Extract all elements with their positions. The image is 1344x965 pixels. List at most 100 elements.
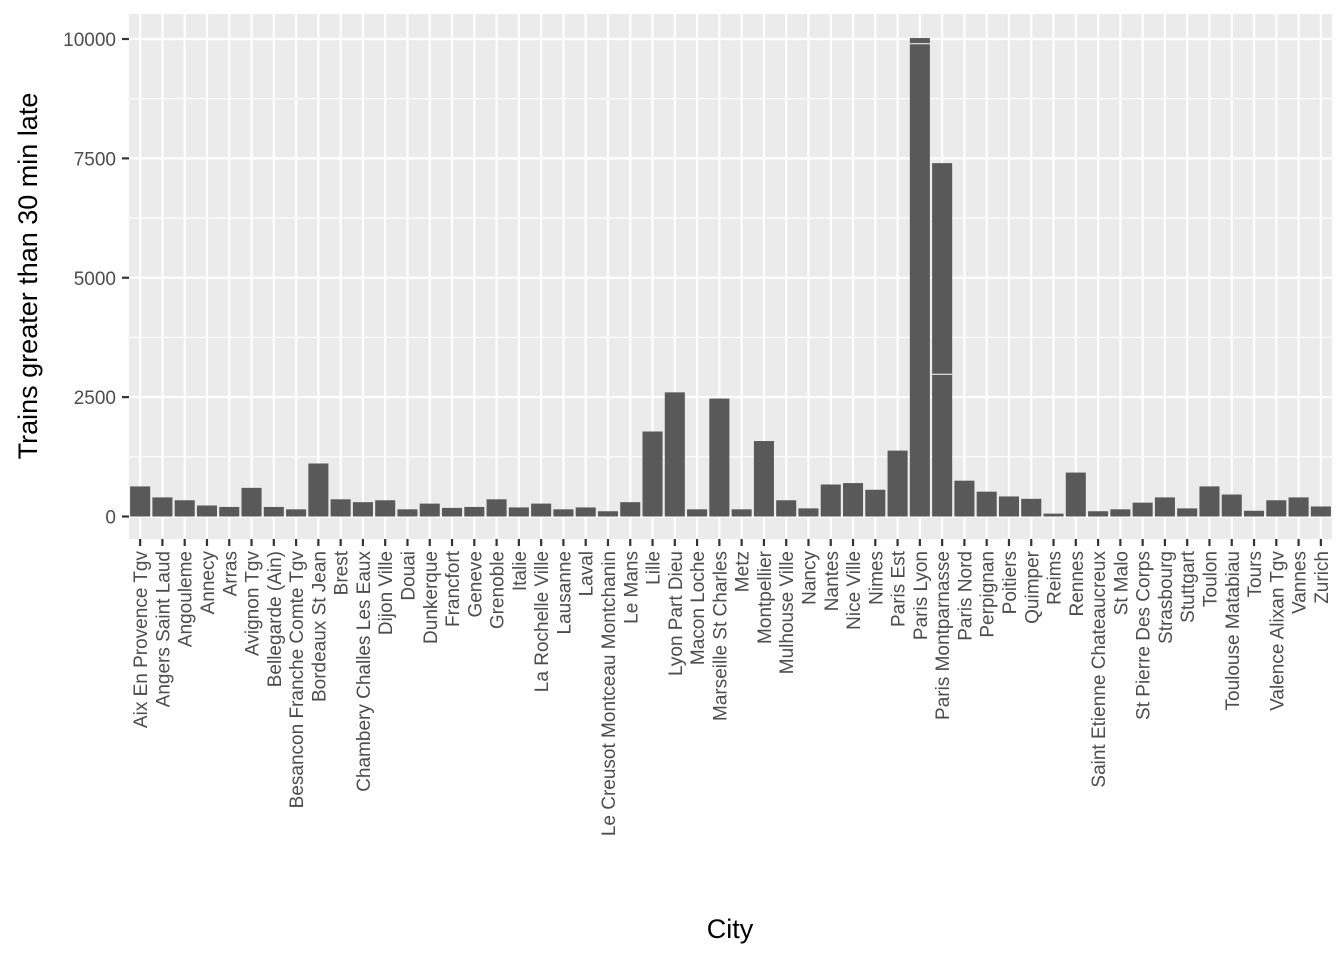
bar: [130, 486, 151, 517]
x-tick-label: Macon Loche: [688, 551, 709, 665]
bar: [308, 463, 329, 517]
bar: [152, 497, 173, 517]
y-tick-label: 5000: [74, 269, 116, 290]
bar: [1132, 502, 1153, 517]
x-tick-label: Annecy: [198, 551, 219, 615]
x-tick-label: Brest: [332, 550, 353, 595]
bar: [820, 484, 841, 517]
x-tick-label: Chambery Challes Les Eaux: [354, 551, 375, 792]
x-tick-label: Paris Montparnasse: [933, 551, 954, 720]
x-tick-label: Toulon: [1200, 551, 1221, 607]
x-tick-label: Dijon Ville: [376, 551, 397, 635]
x-tick-label: Montpellier: [755, 550, 776, 644]
bar: [1110, 509, 1131, 517]
bar: [196, 505, 217, 517]
bar: [397, 509, 418, 517]
bar: [620, 502, 641, 517]
bar: [219, 506, 240, 517]
bar: [1065, 472, 1086, 517]
x-tick-label: Saint Etienne Chateaucreux: [1089, 551, 1110, 788]
x-axis-title: City: [707, 914, 754, 944]
x-tick-label: Strasbourg: [1156, 551, 1177, 644]
y-axis-title: Trains greater than 30 min late: [13, 93, 43, 460]
x-tick-label: Valence Alixan Tgv: [1267, 551, 1288, 711]
bar: [352, 502, 373, 517]
bar: [865, 489, 886, 517]
x-tick-label: Nantes: [822, 551, 843, 611]
bars: [130, 38, 1331, 517]
y-axis: 0 2500 5000 7500 10000: [63, 30, 129, 529]
x-tick-label: Aix En Provence Tgv: [131, 551, 152, 729]
x-tick-label: Reims: [1045, 551, 1066, 605]
x-tick-label: Quimper: [1022, 550, 1043, 624]
x-tick-label: Vannes: [1290, 551, 1311, 614]
plot-panel: [129, 14, 1332, 539]
bar: [664, 392, 685, 517]
x-tick-label: Marseille St Charles: [710, 551, 731, 721]
bar: [887, 450, 908, 517]
x-tick-label: Rennes: [1067, 551, 1088, 617]
x-tick-label: Besancon Franche Comte Tgv: [287, 551, 308, 809]
bar: [553, 509, 574, 517]
bar: [1221, 494, 1242, 517]
x-tick-label: St Malo: [1111, 551, 1132, 615]
x-tick-label: Arras: [220, 551, 241, 596]
x-tick-label: Paris Lyon: [911, 551, 932, 640]
bar: [263, 506, 284, 517]
x-tick-label: Le Creusot Montceau Montchanin: [599, 551, 620, 836]
bar: [419, 503, 440, 517]
bar: [954, 480, 975, 517]
x-axis: Aix En Provence Tgv Angers Saint Laud Ango…: [131, 539, 1333, 836]
bar: [286, 509, 307, 517]
x-tick-label: Nancy: [799, 551, 820, 605]
y-tick-label: 10000: [63, 30, 116, 51]
x-tick-label: Tours: [1245, 551, 1266, 597]
x-tick-label: Douai: [398, 551, 419, 601]
x-tick-label: Poitiers: [1000, 551, 1021, 614]
bar: [687, 509, 708, 517]
bar: [843, 483, 864, 517]
bar: [1088, 511, 1109, 517]
y-tick-label: 2500: [74, 388, 116, 409]
x-tick-label: Dunkerque: [421, 551, 442, 644]
x-tick-label: Bordeaux St Jean: [309, 551, 330, 702]
x-tick-label: Angers Saint Laud: [153, 551, 174, 707]
bar: [1199, 486, 1220, 517]
bar: [531, 503, 552, 517]
x-tick-label: Paris Nord: [955, 551, 976, 641]
bar: [642, 431, 663, 517]
bar: [575, 507, 596, 517]
bar: [486, 499, 507, 517]
x-tick-label: La Rochelle Ville: [532, 551, 553, 692]
bar: [731, 509, 752, 517]
x-tick-label: Metz: [733, 551, 754, 592]
x-tick-label: Perpignan: [978, 551, 999, 638]
y-tick-label: 0: [105, 508, 116, 529]
bar: [1310, 506, 1331, 517]
bar: [375, 500, 396, 517]
x-tick-label: Nimes: [866, 551, 887, 605]
bar: [1154, 497, 1175, 517]
grid-minor: [129, 98, 1332, 458]
bar: [709, 398, 730, 517]
y-tick-label: 7500: [74, 149, 116, 170]
bar: [1177, 508, 1198, 517]
x-tick-label: Angouleme: [176, 551, 197, 647]
x-tick-label: Paris Est: [889, 550, 910, 627]
x-tick-label: Bellegarde (Ain): [265, 551, 286, 687]
x-tick-label: St Pierre Des Corps: [1134, 551, 1155, 720]
bar: [330, 499, 351, 517]
bar: [1266, 500, 1287, 517]
bar: [998, 496, 1019, 517]
bar: [1244, 510, 1265, 517]
x-tick-label: Stuttgart: [1178, 550, 1199, 623]
x-tick-label: Avignon Tgv: [243, 551, 264, 656]
x-tick-label: Francfort: [443, 550, 464, 627]
bar: [597, 511, 618, 517]
bar: [442, 507, 463, 517]
bar: [909, 38, 930, 517]
x-tick-label: Laval: [577, 551, 598, 596]
x-tick-label: Italie: [510, 551, 531, 591]
x-tick-label: Lausanne: [554, 551, 575, 634]
